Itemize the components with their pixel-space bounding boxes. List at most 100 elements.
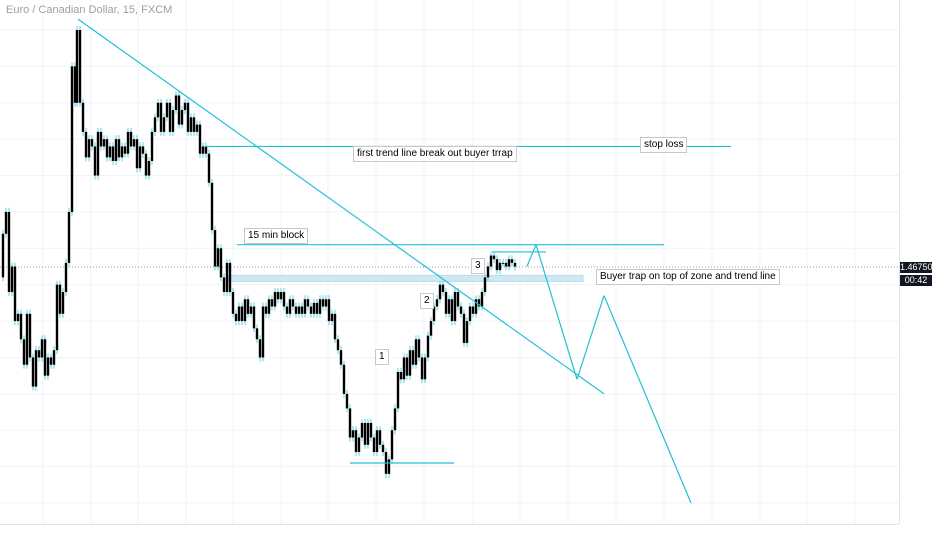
candle-body [501, 262, 505, 264]
projection[interactable] [576, 295, 605, 380]
candle-body [228, 262, 232, 292]
candle-body [450, 299, 454, 322]
candle-body [40, 339, 44, 358]
candle-body [414, 339, 418, 365]
annotation-point-3[interactable]: 3 [471, 258, 485, 274]
candle-body [147, 160, 151, 176]
candle-body [492, 255, 496, 260]
annotation-buyer-trap[interactable]: Buyer trap on top of zone and trend line [596, 269, 780, 285]
candle-body [378, 430, 382, 445]
projection[interactable] [603, 295, 692, 504]
projection[interactable] [526, 244, 537, 267]
annotation-15-min-block[interactable]: 15 min block [244, 228, 309, 244]
candle-body [372, 437, 376, 453]
candle-body [174, 95, 178, 111]
chart-area[interactable]: 1.461001.462001.463001.464001.465001.466… [0, 0, 899, 524]
candle-body [58, 284, 62, 314]
candle-body [19, 313, 23, 340]
candle-body [55, 284, 59, 351]
annotation-first-trend-break[interactable]: first trend line break out buyer trrap [353, 146, 517, 162]
candle-body [513, 262, 517, 267]
candle-body [405, 357, 409, 376]
candle-body [345, 393, 349, 409]
candle-body [504, 262, 508, 267]
candle-body [360, 422, 364, 438]
candle-body [339, 350, 343, 365]
annotation-point-2[interactable]: 2 [420, 293, 434, 309]
candle-body [162, 117, 166, 132]
candle-body [132, 139, 136, 147]
candle-body [288, 299, 292, 314]
candle-body [264, 306, 268, 314]
candle-body [432, 306, 436, 322]
candle-body [381, 444, 385, 453]
supply-zone[interactable] [227, 274, 584, 282]
candle-body [120, 146, 124, 158]
candle-body [273, 291, 277, 307]
candle-body [240, 306, 244, 322]
candle-body [351, 430, 355, 438]
candle-body [114, 139, 118, 161]
candle-body [276, 291, 280, 300]
candle-body [252, 306, 256, 329]
candle-body [243, 299, 247, 322]
candle-body [159, 102, 163, 132]
candle-body [483, 277, 487, 292]
candle-body [321, 299, 325, 307]
candle-body [318, 299, 322, 314]
descending-trend-line[interactable] [77, 18, 605, 395]
candle-body [204, 146, 208, 154]
candle-body [70, 66, 74, 212]
candle-body [255, 328, 259, 340]
candle-body [462, 313, 466, 343]
candle-body [474, 299, 478, 314]
candle-body [426, 335, 430, 358]
candle-body [246, 299, 250, 314]
candle-body [420, 357, 424, 380]
candle-body [141, 146, 145, 154]
candle-body [31, 357, 35, 387]
candle-body [486, 266, 490, 278]
candle-body [99, 131, 103, 147]
annotation-point-1[interactable]: 1 [375, 349, 389, 365]
candle-body [444, 291, 448, 314]
current-price-label: 1.46750 [900, 262, 932, 273]
candle-body [375, 430, 379, 453]
candle-body [498, 262, 502, 271]
candle-body [117, 139, 121, 158]
time-axis[interactable] [0, 524, 899, 551]
candle-body [192, 117, 196, 132]
candle-body [207, 153, 211, 183]
candle-body [417, 339, 421, 358]
candle-body [507, 259, 511, 267]
candle-body [108, 146, 112, 158]
annotation-stop-loss[interactable]: stop loss [640, 137, 688, 153]
projection[interactable] [535, 244, 578, 380]
candle-body [471, 306, 475, 314]
candle-body [195, 124, 199, 132]
candle-body [342, 364, 346, 394]
candle-body [366, 422, 370, 445]
candle-body [258, 339, 262, 358]
candle-body [330, 313, 334, 322]
candle-body [495, 259, 499, 271]
candle-body [357, 437, 361, 453]
candle-body [315, 302, 319, 314]
candle-body [52, 350, 56, 365]
candle-body [75, 30, 79, 103]
candle-body [105, 139, 109, 158]
candle-body [429, 321, 433, 336]
candle-body [402, 357, 406, 380]
candle-body [61, 291, 65, 314]
candle-body [423, 357, 427, 380]
candle-body [168, 102, 172, 132]
candle-body [13, 266, 17, 322]
candle-body [408, 350, 412, 376]
candle-body [510, 259, 514, 263]
candle-body [297, 306, 301, 314]
candle-body [312, 302, 316, 314]
candle-body [438, 284, 442, 300]
candle-body [327, 299, 331, 322]
candle-body [441, 284, 445, 292]
candle-body [396, 372, 400, 409]
